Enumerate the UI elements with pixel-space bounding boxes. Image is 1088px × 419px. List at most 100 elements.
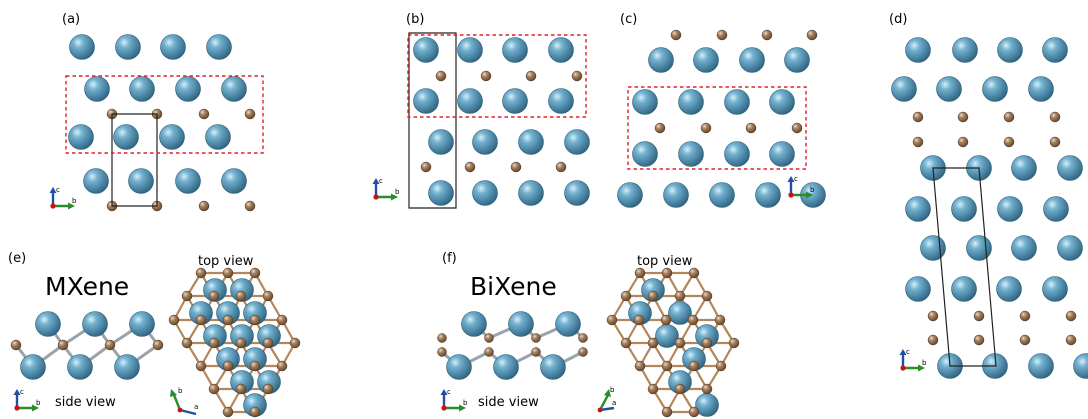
large-atom <box>128 168 154 194</box>
large-atom <box>472 129 498 155</box>
small-atom <box>235 383 247 395</box>
axis-c-head <box>49 187 57 193</box>
axis-origin <box>50 203 56 209</box>
small-atom <box>674 337 686 349</box>
large-atom <box>461 311 487 337</box>
small-atom <box>420 161 432 173</box>
large-atom <box>114 354 140 380</box>
large-atom <box>413 88 439 114</box>
small-atom <box>661 267 673 279</box>
small-atom <box>10 339 22 351</box>
small-atom <box>1065 310 1077 322</box>
small-atom <box>244 108 256 120</box>
axis-triad: cb <box>372 177 400 201</box>
large-atom <box>548 37 574 63</box>
small-atom <box>198 200 210 212</box>
large-atom <box>564 180 590 206</box>
small-atom <box>1019 334 1031 346</box>
axis-b-arrow <box>172 394 182 411</box>
small-atom <box>647 337 659 349</box>
small-atom <box>912 111 924 123</box>
large-atom <box>205 124 231 150</box>
unit-cell-b <box>408 32 457 209</box>
small-atom <box>927 334 939 346</box>
small-atom <box>555 161 567 173</box>
small-atom <box>484 347 494 357</box>
small-atom <box>435 70 447 82</box>
large-atom <box>175 168 201 194</box>
large-atom <box>413 37 439 63</box>
large-atom <box>508 311 534 337</box>
small-atom <box>195 267 207 279</box>
large-atom <box>1057 235 1083 261</box>
large-atom <box>632 141 658 167</box>
large-atom <box>1042 37 1068 63</box>
small-atom <box>480 70 492 82</box>
large-atom <box>663 182 689 208</box>
small-atom <box>222 314 234 326</box>
axis-c-label: c <box>447 388 451 396</box>
small-atom <box>525 70 537 82</box>
large-atom <box>1073 353 1088 379</box>
axis-c-label: c <box>906 348 910 356</box>
small-atom <box>276 314 288 326</box>
small-atom <box>276 360 288 372</box>
large-atom <box>769 89 795 115</box>
axis-triad: cb <box>440 388 468 412</box>
small-atom <box>661 360 673 372</box>
large-atom <box>784 47 810 73</box>
axis-b-label: b <box>36 399 41 407</box>
small-atom <box>208 383 220 395</box>
small-atom <box>1065 334 1077 346</box>
small-atom <box>57 339 69 351</box>
axis-b-label: b <box>610 386 615 394</box>
axis-c-head <box>787 176 795 182</box>
small-atom <box>464 161 476 173</box>
large-atom <box>68 124 94 150</box>
axis-origin <box>441 405 447 411</box>
large-atom <box>617 182 643 208</box>
axis-a-arrow <box>179 408 197 416</box>
large-atom <box>951 196 977 222</box>
large-atom <box>668 301 692 325</box>
axis-b-head <box>806 191 813 199</box>
axis-b-head <box>604 389 611 397</box>
axis-triad: cb <box>13 388 41 412</box>
large-atom <box>175 76 201 102</box>
small-atom <box>262 290 274 302</box>
large-atom <box>1028 76 1054 102</box>
large-atom <box>1028 353 1054 379</box>
small-atom <box>957 136 969 148</box>
axis-b-label: b <box>922 359 927 367</box>
panel-label-b: (b) <box>406 12 424 27</box>
small-atom <box>701 383 713 395</box>
large-atom <box>115 34 141 60</box>
small-atom <box>289 337 301 349</box>
large-atom <box>83 168 109 194</box>
large-atom <box>997 196 1023 222</box>
axis-triad: cb <box>787 175 815 199</box>
large-atom <box>555 311 581 337</box>
small-atom <box>484 333 494 343</box>
axis-c-head <box>899 349 907 355</box>
small-atom <box>181 290 193 302</box>
large-atom <box>951 276 977 302</box>
small-atom <box>235 337 247 349</box>
axis-b-head <box>459 404 466 412</box>
small-atom <box>791 122 803 134</box>
small-atom <box>728 337 740 349</box>
large-atom <box>221 76 247 102</box>
axis-triad: cb <box>49 186 77 210</box>
large-atom <box>540 354 566 380</box>
large-atom <box>564 129 590 155</box>
small-atom <box>660 314 672 326</box>
axis-b-label: b <box>178 387 183 395</box>
bixene-side-view-label: side view <box>478 395 539 410</box>
large-atom <box>67 354 93 380</box>
small-atom <box>620 337 632 349</box>
small-atom <box>973 334 985 346</box>
small-atom <box>208 290 220 302</box>
small-atom <box>578 333 588 343</box>
large-atom <box>20 354 46 380</box>
